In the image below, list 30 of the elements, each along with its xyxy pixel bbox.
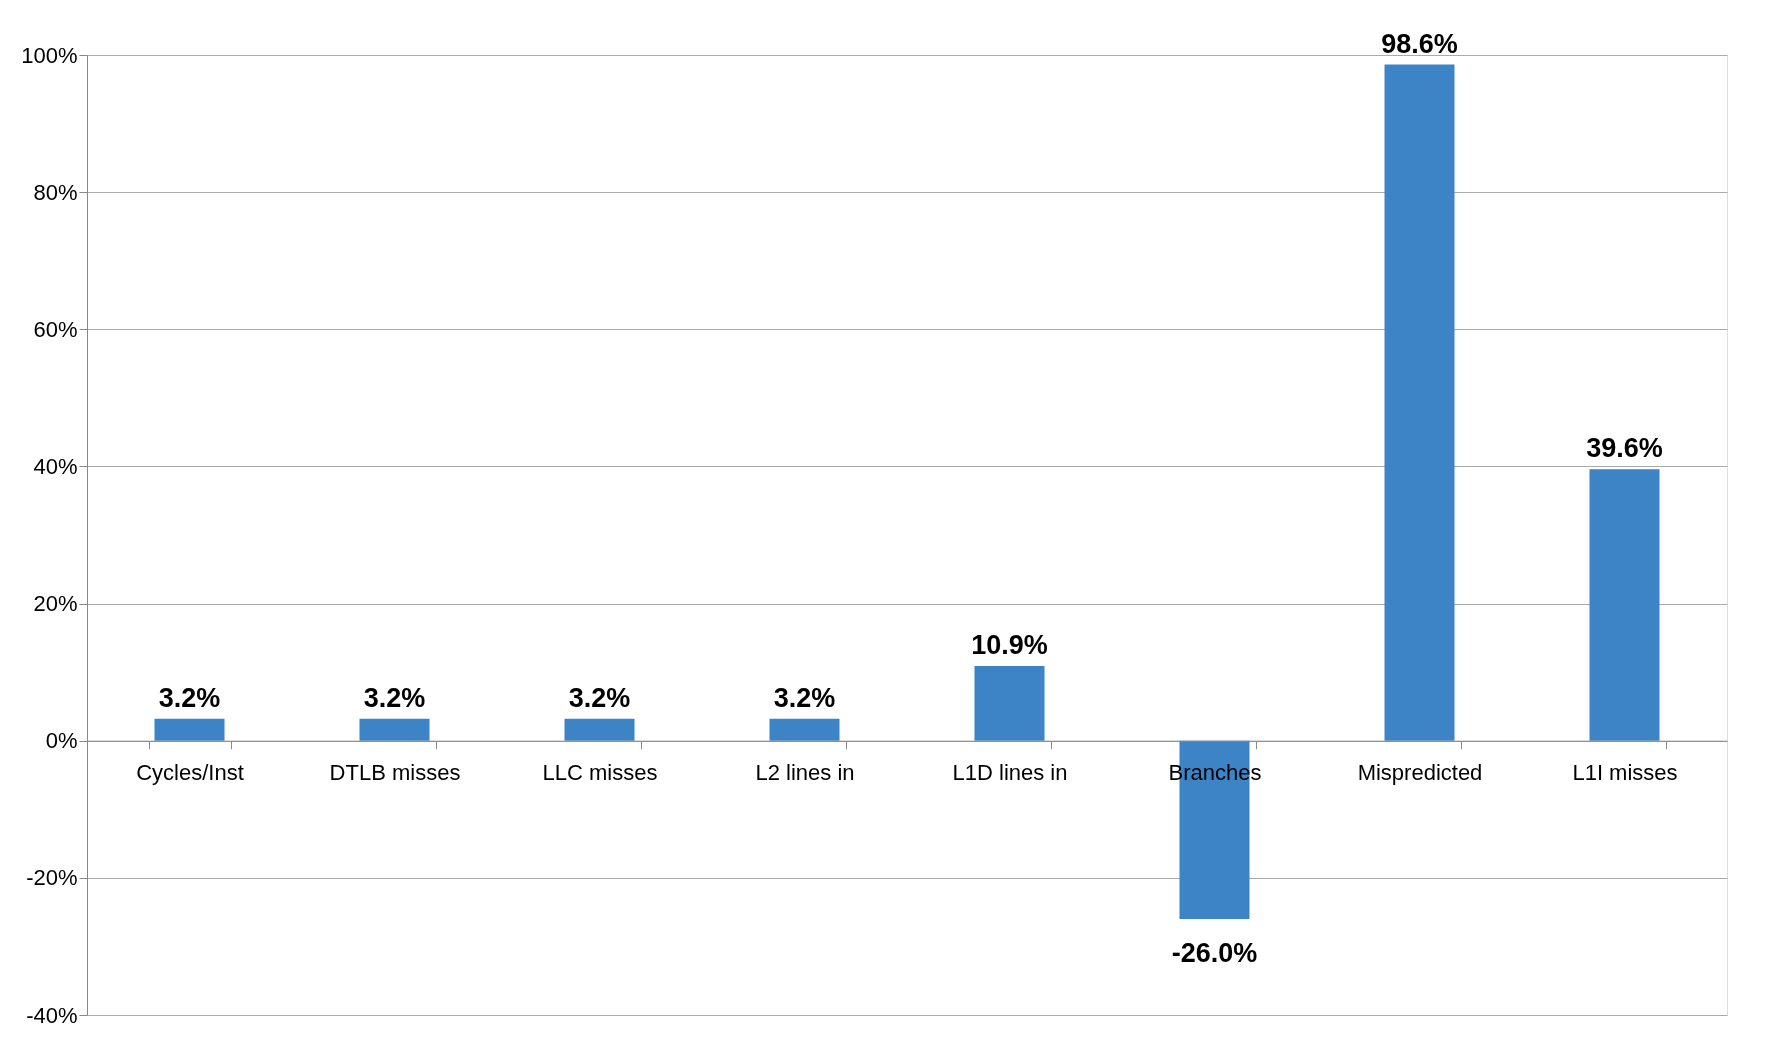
data-label: 3.2% — [773, 682, 836, 713]
bar — [154, 718, 225, 741]
x-tick-label: L1D lines in — [952, 760, 1068, 786]
bar — [1589, 469, 1660, 741]
y-tick-label: 80% — [33, 179, 78, 205]
x-tick-label: Mispredicted — [1357, 760, 1483, 786]
x-tick-label: Cycles/Inst — [136, 760, 244, 786]
y-tick-label: 40% — [33, 453, 78, 479]
y-tick-label: 100% — [21, 42, 78, 68]
y-tick-label: -40% — [26, 1002, 78, 1028]
x-tick-label: L1I misses — [1572, 760, 1678, 786]
data-label: 3.2% — [363, 682, 426, 713]
bar — [974, 665, 1045, 741]
y-tick-label: -20% — [26, 865, 78, 891]
y-tick-label: 20% — [33, 591, 78, 617]
data-label: 3.2% — [158, 682, 221, 713]
bar — [769, 718, 840, 741]
data-label: -26.0% — [1171, 938, 1258, 968]
y-tick-label: 60% — [33, 316, 78, 342]
bar — [1384, 64, 1455, 741]
data-label: 10.9% — [971, 629, 1048, 660]
data-label: 39.6% — [1586, 433, 1663, 464]
data-label: 98.6% — [1381, 28, 1458, 59]
bar — [564, 718, 635, 741]
data-label: 3.2% — [568, 682, 631, 713]
x-tick-label: LLC misses — [542, 760, 658, 786]
y-tick-label: 0% — [45, 728, 78, 754]
x-tick-label: L2 lines in — [755, 760, 855, 786]
x-tick-label: DTLB misses — [329, 760, 461, 786]
bar — [359, 718, 430, 741]
